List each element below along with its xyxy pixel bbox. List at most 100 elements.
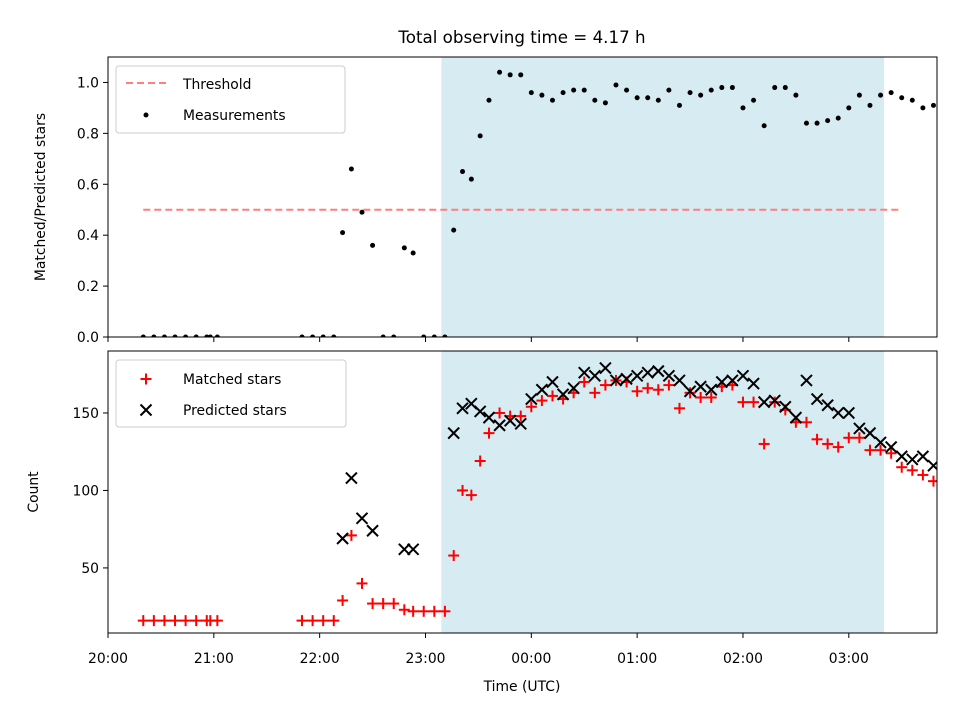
top-axes-frame	[107, 56, 938, 338]
measurement-point	[719, 85, 725, 91]
predicted-star-point	[641, 366, 654, 379]
predicted-star-point	[546, 375, 559, 389]
bottom-y-tick-label: 100	[72, 483, 99, 499]
measurement-point	[151, 334, 157, 337]
measurement-point	[442, 334, 448, 337]
bottom-observing-window-shade	[441, 351, 885, 633]
measurement-point	[348, 166, 354, 172]
matched-star-point	[345, 529, 357, 541]
matched-star-point	[822, 438, 834, 450]
top-y-axis-label: Matched/Predicted stars	[33, 113, 49, 281]
bottom-legend-box	[115, 359, 347, 428]
top-y-tick-label: 0.0	[77, 330, 99, 346]
predicted-star-point	[456, 402, 469, 415]
top-x-ticks	[107, 337, 850, 342]
bottom-y-ticks: 50 100 150	[72, 406, 108, 577]
measurement-point	[814, 120, 820, 126]
matched-star-point	[483, 427, 495, 439]
chart-title: Total observing time = 4.17 h	[397, 27, 645, 47]
predicted-star-point	[863, 426, 877, 440]
matched-star-point	[673, 402, 685, 414]
predicted-star-point	[355, 512, 369, 525]
matched-star-point	[169, 615, 181, 627]
matched-star-point	[536, 395, 548, 407]
bottom-plot-marks	[137, 361, 937, 627]
measurement-point	[340, 230, 346, 236]
measurement-point	[920, 105, 926, 111]
predicted-star-point	[747, 377, 760, 390]
matched-star-point	[652, 384, 664, 396]
measurement-point	[486, 97, 492, 103]
predicted-star-point	[683, 385, 697, 398]
predicted-star-point	[800, 374, 813, 387]
measurement-point	[645, 95, 651, 101]
measurement-point	[331, 334, 337, 337]
predicted-star-point	[757, 395, 771, 409]
predicted-star-point	[673, 374, 686, 387]
measurement-point	[687, 90, 693, 96]
measurement-point	[666, 87, 672, 93]
predicted-star-point	[599, 361, 612, 375]
measurement-point	[528, 90, 534, 96]
predicted-star-point	[525, 392, 538, 406]
predicted-star-point	[736, 369, 750, 382]
predicted-star-point	[406, 543, 420, 556]
matched-star-point	[465, 489, 477, 501]
measurement-point	[825, 118, 831, 124]
matched-star-point	[927, 475, 937, 487]
matched-star-point	[190, 615, 202, 627]
measurement-point	[878, 92, 884, 98]
matched-star-point	[337, 594, 349, 606]
measurement-point	[401, 245, 407, 251]
bottom-x-ticks: 20:00 21:00 22:00 23:00 00:00 01:00 02:00 03:00	[88, 633, 869, 667]
matched-star-point	[515, 410, 527, 422]
predicted-star-point	[535, 383, 549, 396]
x-axis-label: Time (UTC)	[483, 679, 561, 695]
bottom-y-tick-label: 50	[81, 561, 99, 577]
matched-star-point	[428, 605, 440, 617]
matched-star-point	[398, 604, 410, 616]
predicted-star-point	[514, 417, 527, 431]
measurement-point	[772, 85, 778, 91]
top-y-ticks: 0.0 0.2 0.4 0.6 0.8 1.0	[77, 75, 108, 346]
predicted-star-point	[927, 459, 937, 472]
x-tick-label: 03:00	[829, 651, 869, 667]
top-y-tick-label: 0.8	[77, 126, 99, 142]
predicted-star-point	[567, 381, 580, 395]
measurement-point	[477, 133, 483, 139]
matched-star-point	[137, 615, 149, 627]
measurement-point	[451, 227, 457, 233]
predicted-star-point	[895, 450, 908, 463]
legend-measurements-label: Measurements	[183, 108, 286, 124]
matched-star-point	[906, 464, 918, 476]
matched-star-point	[589, 387, 601, 399]
matched-star-point	[494, 407, 506, 419]
predicted-star-point	[662, 369, 676, 382]
measurement-point	[370, 242, 376, 248]
measurement-point	[708, 87, 714, 93]
matched-star-point	[546, 390, 558, 402]
measurement-point	[207, 334, 213, 337]
measurement-point	[634, 95, 640, 101]
measurement-point	[468, 176, 474, 182]
predicted-star-point	[652, 364, 665, 378]
predicted-star-point	[473, 405, 487, 418]
matched-star-point	[418, 605, 430, 617]
top-legend: Threshold Measurements	[115, 65, 346, 134]
measurement-point	[539, 92, 545, 98]
measurement-point	[320, 334, 326, 337]
bottom-panel: 20:00 21:00 22:00 23:00 00:00 01:00 02:00 03:00…	[26, 350, 938, 695]
matched-star-point	[705, 391, 717, 403]
matched-star-point	[296, 615, 308, 627]
matched-star-point	[917, 469, 929, 481]
predicted-star-point	[609, 374, 623, 387]
predicted-star-point	[842, 406, 856, 420]
predicted-star-point	[789, 411, 803, 424]
matched-star-point	[896, 461, 908, 473]
matched-star-point	[853, 432, 865, 444]
predicted-star-point	[493, 419, 506, 432]
measurement-point	[571, 87, 577, 93]
measurement-point	[391, 334, 397, 337]
predicted-star-point	[588, 369, 602, 382]
measurement-point	[909, 97, 915, 103]
